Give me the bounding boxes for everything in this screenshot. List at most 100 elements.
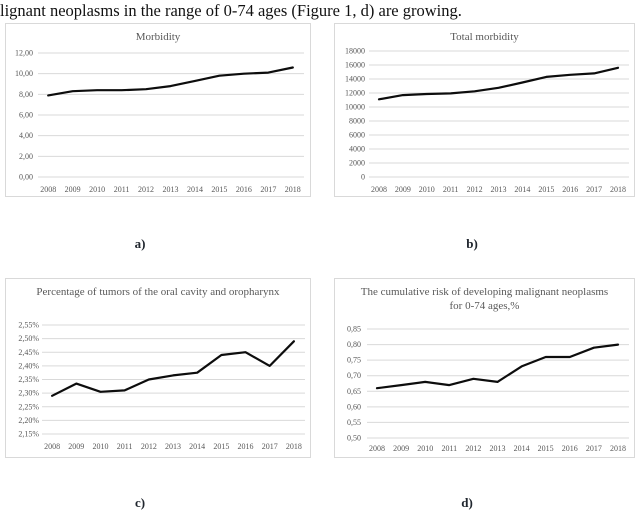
figure-label-c: c) <box>134 495 146 510</box>
y-tick-label: 2,20% <box>18 416 39 425</box>
x-tick-label: 2016 <box>562 185 578 194</box>
chart-a-title: Morbidity <box>135 31 181 43</box>
y-tick-label: 2,00 <box>19 152 33 161</box>
x-tick-label: 2017 <box>262 442 278 451</box>
x-tick-label: 2018 <box>610 444 626 453</box>
y-tick-label: 18000 <box>345 47 365 56</box>
chart-d-title: The cumulative risk of developing malign… <box>360 286 609 312</box>
chart-c-title: Percentage of tumors of the oral cavity … <box>36 286 280 298</box>
chart-d-plot: 0,85 0,80 0,75 0,70 0,65 0,60 0,55 0,50 2008 2009… <box>347 325 629 453</box>
chart-b-plot: 18000 16000 14000 12000 10000 8000 6000 4000 200… <box>345 47 629 194</box>
x-tick-label: 2010 <box>417 444 433 453</box>
chart-a-plot: 12,00 10,00 8,00 6,00 4,00 2,00 0,00 2008 2009 20… <box>15 49 304 194</box>
y-tick-label: 12,00 <box>15 49 33 58</box>
x-tick-label: 2015 <box>538 185 554 194</box>
y-tick-label: 2,40% <box>18 361 39 370</box>
x-tick-label: 2008 <box>40 185 56 194</box>
x-tick-label: 2010 <box>89 185 105 194</box>
y-tick-label: 16000 <box>345 61 365 70</box>
chart-b-title: Total morbidity <box>450 31 519 43</box>
x-tick-label: 2009 <box>65 185 81 194</box>
y-tick-label: 2,45% <box>18 348 39 357</box>
y-tick-label: 6,00 <box>19 111 33 120</box>
x-tick-label: 2008 <box>371 185 387 194</box>
x-tick-label: 2011 <box>117 442 133 451</box>
y-tick-label: 0,70 <box>347 371 361 380</box>
figure-label-d: d) <box>461 495 473 510</box>
figure-label-a: a) <box>134 236 146 251</box>
data-series-line <box>377 66 620 101</box>
x-tick-label: 2013 <box>163 185 179 194</box>
x-tick-label: 2013 <box>490 444 506 453</box>
y-tick-label: 2,35% <box>18 375 39 384</box>
y-tick-label: 10000 <box>345 103 365 112</box>
y-tick-label: 4,00 <box>19 131 33 140</box>
x-tick-label: 2011 <box>443 185 459 194</box>
y-tick-label: 0,50 <box>347 434 361 443</box>
y-tick-label: 8000 <box>349 117 365 126</box>
x-tick-label: 2011 <box>441 444 457 453</box>
y-tick-label: 2,50% <box>18 334 39 343</box>
y-tick-label: 10,00 <box>15 69 33 78</box>
y-tick-label: 2000 <box>349 159 365 168</box>
y-tick-label: 2,15% <box>18 430 39 439</box>
chart-b-total-morbidity-panel: Total morbidity 18000 16000 14000 12000 1000… <box>334 23 635 197</box>
data-series-line <box>47 66 294 97</box>
x-tick-label: 2011 <box>114 185 130 194</box>
y-tick-label: 0,75 <box>347 356 361 365</box>
x-tick-label: 2014 <box>514 444 530 453</box>
x-tick-label: 2015 <box>211 185 227 194</box>
x-tick-label: 2012 <box>138 185 154 194</box>
x-tick-label: 2016 <box>238 442 254 451</box>
x-tick-label: 2018 <box>285 185 301 194</box>
y-tick-label: 2,55% <box>18 321 39 330</box>
x-tick-label: 2017 <box>260 185 276 194</box>
x-tick-label: 2012 <box>141 442 157 451</box>
y-tick-label: 6000 <box>349 131 365 140</box>
x-tick-label: 2008 <box>369 444 385 453</box>
x-tick-label: 2014 <box>514 185 530 194</box>
chart-c-oral-cavity-percentage-panel: Percentage of tumors of the oral cavity … <box>5 278 311 458</box>
x-tick-label: 2017 <box>586 444 602 453</box>
x-tick-label: 2015 <box>213 442 229 451</box>
y-tick-label: 2,30% <box>18 389 39 398</box>
x-tick-label: 2018 <box>610 185 626 194</box>
y-tick-label: 0,85 <box>347 325 361 334</box>
x-tick-label: 2013 <box>491 185 507 194</box>
y-tick-label: 2,25% <box>18 402 39 411</box>
chart-c-plot: 2,55% 2,50% 2,45% 2,40% 2,35% 2,30% 2,25% 2,20%… <box>18 321 305 451</box>
x-tick-label: 2010 <box>92 442 108 451</box>
y-tick-label: 0 <box>361 173 365 182</box>
y-tick-label: 14000 <box>345 75 365 84</box>
x-tick-label: 2009 <box>395 185 411 194</box>
chart-d-cumulative-risk-panel: The cumulative risk of developing malign… <box>334 278 635 458</box>
y-tick-label: 12000 <box>345 89 365 98</box>
y-tick-label: 0,65 <box>347 387 361 396</box>
y-tick-label: 0,55 <box>347 418 361 427</box>
x-tick-label: 2009 <box>68 442 84 451</box>
body-text: lignant neoplasms in the range of 0-74 a… <box>0 1 462 20</box>
data-series-line <box>50 340 295 397</box>
data-series-line <box>375 343 620 390</box>
x-tick-label: 2018 <box>286 442 302 451</box>
x-tick-label: 2017 <box>586 185 602 194</box>
x-tick-label: 2012 <box>465 444 481 453</box>
y-tick-label: 4000 <box>349 145 365 154</box>
y-tick-label: 0,80 <box>347 340 361 349</box>
y-tick-label: 0,00 <box>19 173 33 182</box>
y-tick-label: 0,60 <box>347 402 361 411</box>
x-tick-label: 2008 <box>44 442 60 451</box>
x-tick-label: 2016 <box>236 185 252 194</box>
x-tick-label: 2012 <box>467 185 483 194</box>
x-tick-label: 2014 <box>189 442 205 451</box>
x-tick-label: 2014 <box>187 185 203 194</box>
x-tick-label: 2015 <box>538 444 554 453</box>
y-tick-label: 8,00 <box>19 90 33 99</box>
chart-a-morbidity-panel: Morbidity 12,00 10,00 8,00 6,00 4,00 2,00 0,00… <box>5 23 311 197</box>
figure-label-b: b) <box>466 236 478 251</box>
x-tick-label: 2010 <box>419 185 435 194</box>
x-tick-label: 2016 <box>562 444 578 453</box>
x-tick-label: 2009 <box>393 444 409 453</box>
x-tick-label: 2013 <box>165 442 181 451</box>
